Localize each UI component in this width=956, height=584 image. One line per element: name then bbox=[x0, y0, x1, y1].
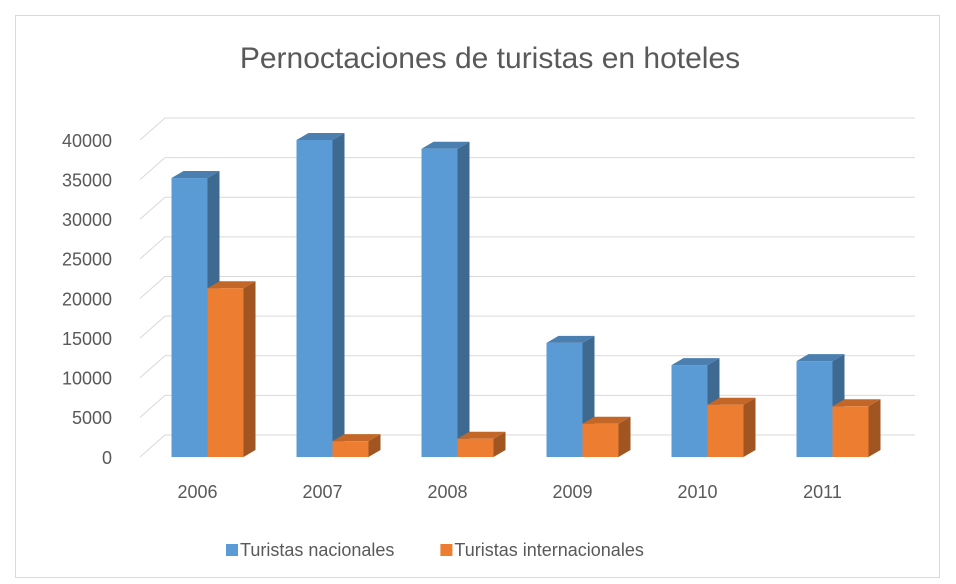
bar-side bbox=[368, 434, 381, 457]
y-tick-label: 10000 bbox=[62, 369, 112, 389]
grid-line bbox=[139, 355, 915, 379]
bar bbox=[296, 140, 333, 457]
y-tick-label: 30000 bbox=[62, 210, 112, 230]
x-tick-label: 2009 bbox=[552, 482, 592, 502]
bar-side bbox=[618, 416, 631, 457]
bar-top bbox=[207, 281, 256, 289]
bar-side bbox=[743, 397, 756, 457]
bar bbox=[796, 361, 833, 457]
bar bbox=[832, 406, 869, 457]
bar-side bbox=[332, 133, 345, 457]
y-tick-label: 0 bbox=[102, 448, 112, 468]
bar-top bbox=[707, 397, 756, 405]
legend-label: Turistas internacionales bbox=[454, 540, 643, 560]
bar bbox=[457, 438, 494, 457]
x-tick-label: 2006 bbox=[177, 482, 217, 502]
legend-swatch bbox=[440, 544, 453, 556]
y-tick-label: 20000 bbox=[62, 289, 112, 309]
bar-top bbox=[171, 171, 220, 179]
bar-side bbox=[457, 141, 470, 457]
bar-top bbox=[332, 434, 381, 442]
bar bbox=[421, 148, 458, 457]
bar-top bbox=[796, 354, 845, 362]
y-tick-label: 40000 bbox=[62, 131, 112, 151]
chart-title: Pernoctaciones de turistas en hoteles bbox=[240, 42, 740, 75]
bar-top bbox=[546, 335, 595, 343]
grid-line bbox=[139, 117, 915, 141]
legend-swatch bbox=[226, 544, 238, 556]
chart-border bbox=[15, 15, 940, 578]
bar bbox=[207, 288, 244, 457]
y-tick-label: 35000 bbox=[62, 170, 112, 190]
x-tick-label: 2011 bbox=[803, 482, 842, 502]
bar-top bbox=[421, 141, 470, 149]
grid-line bbox=[139, 394, 915, 418]
bar-top bbox=[296, 133, 345, 140]
x-tick-label: 2007 bbox=[302, 482, 342, 502]
legend-label: Turistas nacionales bbox=[240, 540, 394, 560]
bar bbox=[582, 423, 619, 457]
bar-top bbox=[671, 358, 720, 366]
bar bbox=[707, 404, 744, 457]
x-tick-label: 2008 bbox=[427, 482, 467, 502]
bar bbox=[546, 342, 583, 457]
bar bbox=[171, 178, 208, 458]
bar-side bbox=[243, 281, 256, 457]
grid-line bbox=[139, 236, 915, 260]
x-tick-label: 2010 bbox=[677, 482, 717, 502]
grid-line bbox=[139, 196, 915, 220]
bar bbox=[332, 441, 369, 457]
bar-top bbox=[457, 431, 506, 439]
bar-side bbox=[493, 431, 506, 457]
grid-line bbox=[139, 315, 915, 339]
y-tick-label: 25000 bbox=[62, 250, 112, 270]
bar bbox=[671, 365, 708, 457]
bar-top bbox=[582, 416, 631, 424]
grid-line bbox=[139, 434, 915, 458]
grid-line bbox=[139, 276, 915, 299]
y-tick-label: 15000 bbox=[62, 329, 112, 349]
bar-top bbox=[832, 399, 881, 407]
bar-side bbox=[868, 399, 881, 457]
grid-line bbox=[139, 157, 915, 181]
y-tick-label: 5000 bbox=[72, 408, 112, 428]
